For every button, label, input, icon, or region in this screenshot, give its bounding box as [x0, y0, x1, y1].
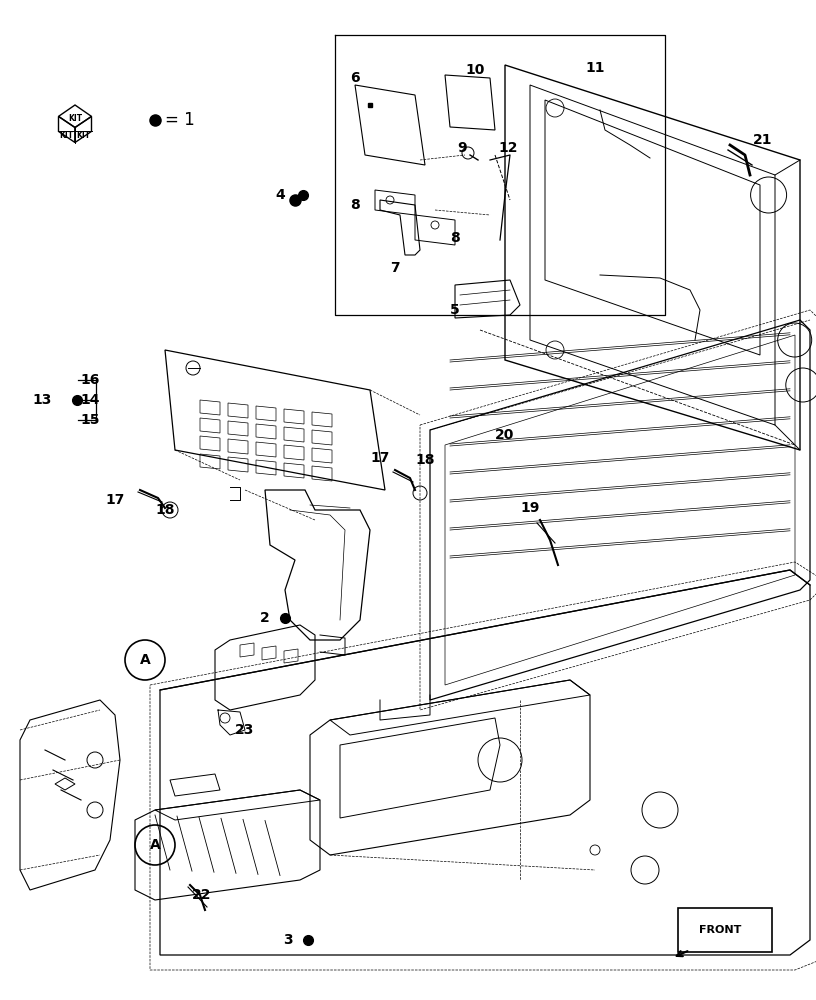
Text: 4: 4 — [275, 188, 285, 202]
Text: 18: 18 — [415, 453, 435, 467]
Text: 20: 20 — [495, 428, 515, 442]
Text: A: A — [140, 653, 150, 667]
Text: 11: 11 — [585, 61, 605, 75]
Text: 18: 18 — [155, 503, 175, 517]
Text: A: A — [149, 838, 161, 852]
Text: 19: 19 — [521, 501, 539, 515]
Text: KIT: KIT — [77, 130, 91, 139]
Text: 22: 22 — [193, 888, 211, 902]
Text: 3: 3 — [283, 933, 293, 947]
Text: 8: 8 — [350, 198, 360, 212]
Text: 10: 10 — [465, 63, 485, 77]
Text: 6: 6 — [350, 71, 360, 85]
Text: 23: 23 — [235, 723, 255, 737]
Text: 12: 12 — [499, 141, 517, 155]
Text: 9: 9 — [457, 141, 467, 155]
Text: 14: 14 — [80, 393, 100, 407]
Text: 16: 16 — [80, 373, 100, 387]
Text: KIT: KIT — [68, 114, 82, 123]
Text: 13: 13 — [33, 393, 51, 407]
Text: KIT: KIT — [60, 130, 73, 139]
Text: 17: 17 — [370, 451, 390, 465]
Text: 7: 7 — [390, 261, 400, 275]
Text: FRONT: FRONT — [699, 925, 742, 935]
Text: 21: 21 — [753, 133, 773, 147]
Text: 2: 2 — [260, 611, 270, 625]
Text: 15: 15 — [80, 413, 100, 427]
Text: 17: 17 — [105, 493, 125, 507]
Text: = 1: = 1 — [165, 111, 195, 129]
Text: 8: 8 — [450, 231, 460, 245]
Text: 5: 5 — [450, 303, 460, 317]
